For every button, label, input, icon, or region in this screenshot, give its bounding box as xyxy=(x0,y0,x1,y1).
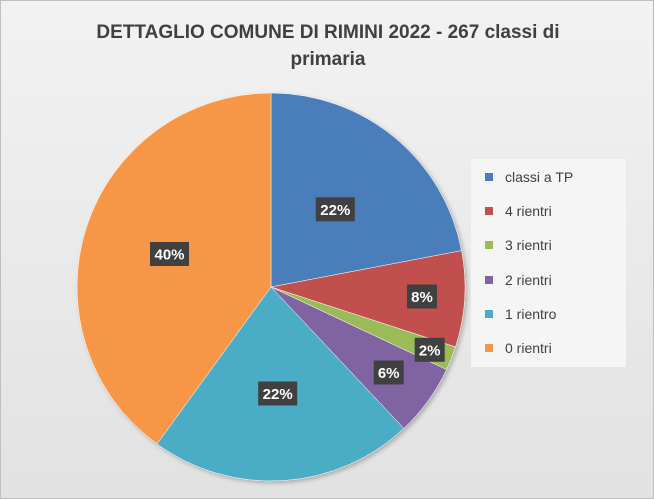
legend-item-classi-a-tp: classi a TP xyxy=(485,167,626,201)
legend-label: 2 rientri xyxy=(505,271,552,288)
data-label-text: 2% xyxy=(419,342,441,359)
legend-label: 4 rientri xyxy=(505,203,552,220)
pie-slice-0-rientri xyxy=(76,92,272,445)
legend-label: classi a TP xyxy=(505,169,574,185)
data-label-box xyxy=(373,360,404,385)
legend-label: 0 rientri xyxy=(505,339,552,356)
legend-swatch xyxy=(485,173,493,181)
data-label-text: 40% xyxy=(154,247,184,264)
legend-item-4-rientri: 4 rientri xyxy=(485,201,626,235)
legend: classi a TP 4 rientri 3 rientri 2 rientri 1 … xyxy=(471,159,626,367)
data-label-text: 22% xyxy=(263,386,293,403)
data-label-box xyxy=(407,284,437,309)
data-label-box xyxy=(315,197,355,222)
legend-swatch xyxy=(485,309,493,318)
data-label-text: 8% xyxy=(411,289,433,306)
pie-slice-4-rientri xyxy=(270,250,466,348)
legend-swatch xyxy=(485,343,493,352)
legend-label: 1 rientro xyxy=(505,305,557,322)
data-label-text: 22% xyxy=(320,202,350,219)
data-label-1-rientro: 22% xyxy=(258,381,298,406)
legend-item-1-rientro: 1 rientro xyxy=(485,304,626,338)
pie-slice-classi-a-tp xyxy=(270,92,462,288)
data-label-box xyxy=(150,242,189,266)
legend-swatch xyxy=(485,207,493,216)
legend-label: 3 rientri xyxy=(505,237,552,254)
legend-swatch xyxy=(485,241,493,250)
data-label-text: 6% xyxy=(378,365,400,382)
data-label-2-rientri: 6% xyxy=(373,360,404,385)
chart-title: DETTAGLIO COMUNE DI RIMINI 2022 - 267 cl… xyxy=(96,22,560,70)
legend-item-2-rientri: 2 rientri xyxy=(485,270,626,304)
legend-swatch xyxy=(485,275,493,284)
data-label-3-rientri: 2% xyxy=(414,337,445,362)
data-label-box xyxy=(414,337,445,362)
data-label-4-rientri: 8% xyxy=(407,284,437,309)
data-label-box xyxy=(258,381,298,406)
legend-item-0-rientri: 0 rientri xyxy=(485,338,626,372)
data-label-classi-a-tp: 22% xyxy=(315,197,355,222)
legend-item-3-rientri: 3 rientri xyxy=(485,235,626,269)
data-label-0-rientri: 40% xyxy=(150,242,189,266)
